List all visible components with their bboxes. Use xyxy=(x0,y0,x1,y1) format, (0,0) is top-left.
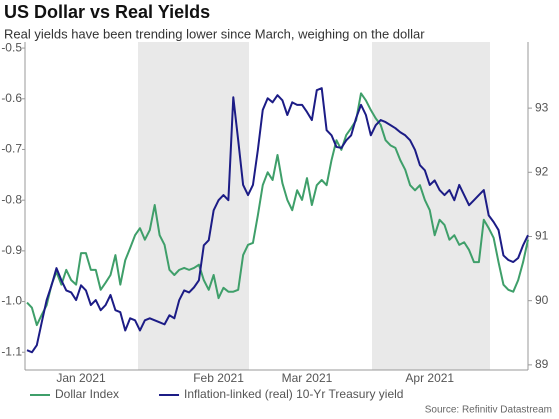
y-tick-label: -0.6 xyxy=(1,91,22,105)
y-tick-label: -0.7 xyxy=(1,142,22,156)
y2-tick-label: 90 xyxy=(535,293,549,307)
source: Source: Refinitiv Datastream xyxy=(425,405,552,416)
y-tick-label: -0.5 xyxy=(1,40,22,54)
x-tick-label: Apr 2021 xyxy=(405,371,454,385)
x-tick-label: Mar 2021 xyxy=(282,371,333,385)
shaded-month xyxy=(138,42,249,370)
y2-tick-label: 93 xyxy=(535,100,549,114)
x-tick-label: Jan 2021 xyxy=(56,371,106,385)
series-line xyxy=(26,92,529,327)
chart-title: US Dollar vs Real Yields xyxy=(4,2,210,22)
legend-label: Dollar Index xyxy=(55,387,119,401)
y2-tick-label: 92 xyxy=(535,164,549,178)
y-tick-label: -0.9 xyxy=(1,243,22,257)
legend-label: Inflation-linked (real) 10-Yr Treasury y… xyxy=(184,387,403,401)
chart-subtitle: Real yields have been trending lower sin… xyxy=(4,26,425,41)
x-tick-label: Feb 2021 xyxy=(193,371,244,385)
shaded-month xyxy=(372,42,490,370)
y-tick-label: -0.8 xyxy=(1,192,22,206)
y-tick-label: -1.0 xyxy=(1,294,22,308)
series-line xyxy=(26,87,529,354)
y-tick-label: -1.1 xyxy=(1,344,22,358)
y2-tick-label: 91 xyxy=(535,229,549,243)
y2-tick-label: 89 xyxy=(535,357,549,371)
